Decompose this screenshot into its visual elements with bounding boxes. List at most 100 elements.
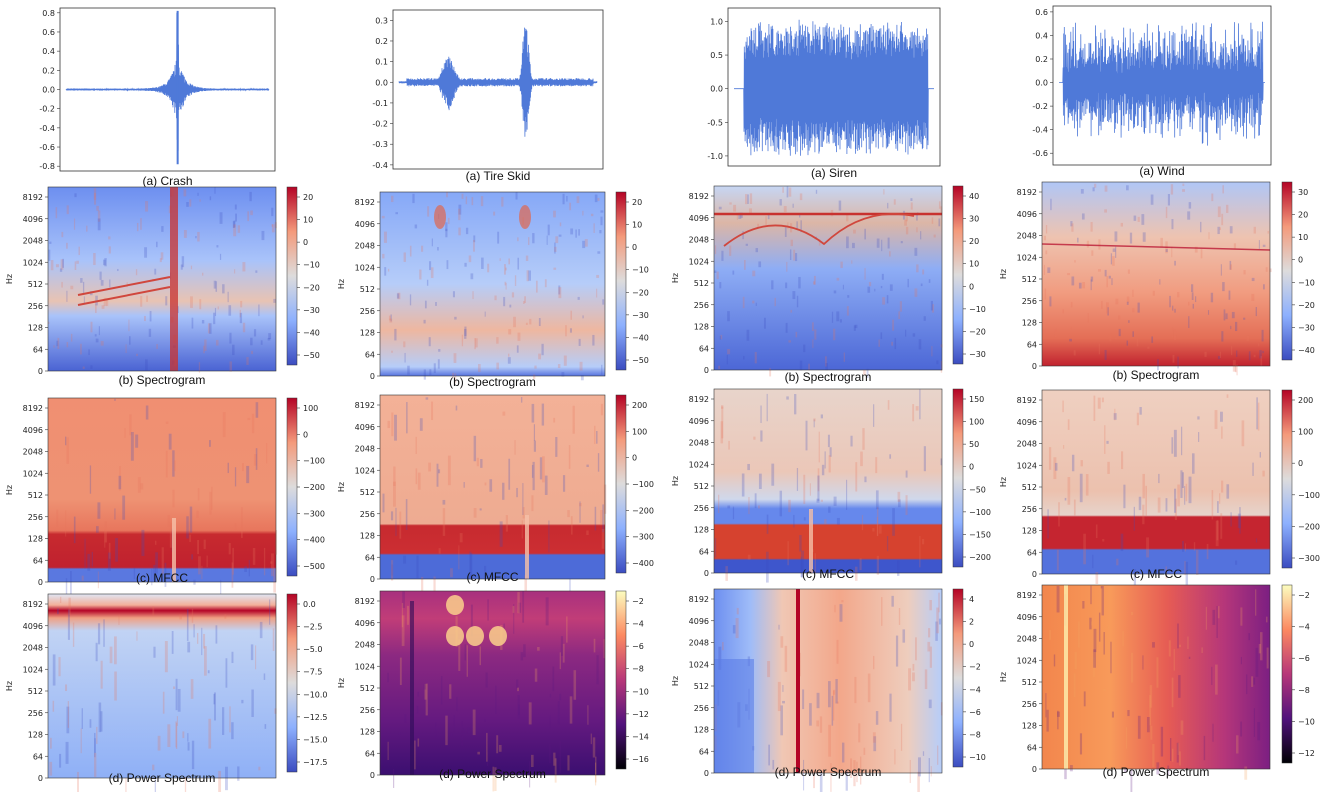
heatmap-texture	[389, 318, 393, 323]
heatmap-texture	[532, 374, 536, 379]
heatmap-texture	[840, 261, 843, 269]
heatmap-texture	[1113, 413, 1117, 420]
heatmap-texture	[450, 568, 453, 578]
heatmap-texture	[846, 236, 849, 249]
heatmap-texture	[1179, 644, 1181, 647]
colorbar-tick-label: −6	[969, 708, 981, 717]
heatmap-texture	[569, 202, 572, 211]
heatmap-texture	[231, 651, 234, 664]
colorbar-tick-label: −12.5	[303, 713, 328, 722]
heatmap-texture	[399, 657, 402, 686]
heatmap-texture	[1142, 655, 1144, 670]
heatmap-texture	[497, 231, 500, 244]
heatmap-texture	[1156, 762, 1160, 775]
heatmap-texture	[184, 776, 187, 792]
heatmap-texture	[1120, 533, 1124, 552]
heatmap-texture	[573, 670, 577, 700]
heatmap-texture	[156, 344, 158, 350]
heatmap-texture	[1045, 225, 1048, 234]
panel-caption: (a) Siren	[811, 166, 857, 180]
heatmap-texture	[875, 457, 878, 474]
heatmap-texture	[1092, 554, 1094, 569]
heatmap-texture	[718, 494, 720, 513]
heatmap-texture	[130, 432, 134, 461]
waveform-panel: 1.00.50.0-0.5-1.0(a) Siren	[707, 7, 941, 180]
heatmap-texture	[504, 264, 506, 275]
colorbar-tick-label: −7.5	[303, 668, 322, 677]
heatmap-texture	[592, 737, 596, 758]
heatmap-texture	[1043, 328, 1047, 336]
heatmap-texture	[1053, 654, 1056, 667]
heatmap-texture	[423, 319, 426, 324]
y-tick-label: 64	[365, 749, 375, 758]
heatmap-texture	[1046, 709, 1049, 732]
heatmap-texture	[1067, 273, 1070, 276]
heatmap-texture	[927, 641, 931, 652]
heatmap-texture	[146, 295, 148, 302]
heatmap-texture	[920, 231, 922, 240]
power-spectrum-panel: 8192409620481024512256128640Hz−2−4−6−8−1…	[337, 590, 649, 792]
heatmap-texture	[1073, 499, 1076, 516]
heatmap-texture	[95, 526, 99, 533]
y-tick-label: 2048	[23, 237, 43, 246]
colorbar-tick-label: 0	[1298, 459, 1303, 468]
heatmap-texture	[789, 249, 792, 260]
y-tick-label: 2048	[355, 641, 375, 650]
colorbar	[286, 593, 298, 773]
colorbar-tick-label: −14	[632, 732, 649, 741]
heatmap-texture	[922, 538, 925, 545]
heatmap-texture	[143, 315, 146, 322]
heatmap-texture	[868, 281, 872, 287]
mfcc-highlight	[172, 518, 176, 582]
heatmap-texture	[1251, 277, 1255, 282]
heatmap-texture	[876, 238, 880, 248]
heatmap-texture	[736, 213, 738, 220]
heatmap-texture	[725, 566, 728, 581]
heatmap-texture	[873, 736, 877, 752]
heatmap-texture	[824, 451, 826, 469]
heatmap-texture	[1049, 629, 1052, 640]
heatmap-texture	[1104, 209, 1107, 213]
harmonic-line	[77, 276, 171, 296]
heatmap-frame	[713, 185, 943, 371]
heatmap-texture	[592, 334, 595, 346]
heatmap-texture	[56, 340, 59, 347]
heatmap-texture	[107, 552, 111, 571]
heatmap-texture	[484, 311, 486, 317]
heatmap-texture	[1237, 513, 1241, 529]
heatmap-texture	[915, 406, 919, 411]
heatmap-texture	[889, 284, 893, 291]
y-tick-label: 4096	[1017, 613, 1037, 622]
y-tick-label: 1024	[689, 660, 709, 669]
heatmap-texture	[541, 456, 545, 483]
heatmap-texture	[597, 197, 600, 202]
heatmap-texture	[864, 228, 866, 240]
heatmap-texture	[140, 218, 142, 230]
heatmap-texture	[930, 766, 932, 777]
heatmap-texture	[820, 414, 824, 419]
heatmap-texture	[1234, 365, 1237, 373]
heatmap-texture	[1252, 462, 1254, 476]
heatmap-texture	[1053, 457, 1057, 480]
heatmap-texture	[820, 499, 823, 502]
heatmap-texture	[803, 759, 805, 791]
heatmap-texture	[601, 528, 605, 549]
heatmap-texture	[825, 363, 828, 371]
heatmap-texture	[1230, 325, 1232, 330]
heatmap-texture	[853, 325, 856, 331]
y-tick-label: 1024	[1017, 461, 1037, 470]
heatmap-texture	[1152, 642, 1155, 648]
heatmap-texture	[603, 638, 605, 659]
heatmap-texture	[1234, 321, 1238, 332]
heatmap-texture	[785, 282, 788, 289]
heatmap-texture	[182, 731, 185, 739]
heatmap-texture	[201, 627, 203, 656]
heatmap-texture	[754, 352, 757, 364]
heatmap-texture	[517, 332, 521, 341]
heatmap-texture	[867, 286, 871, 293]
heatmap-texture	[1136, 338, 1139, 347]
heatmap-texture	[1142, 232, 1146, 242]
heatmap-texture	[546, 235, 548, 245]
heatmap-texture	[87, 553, 91, 571]
y-axis-label: Hz	[337, 279, 346, 289]
